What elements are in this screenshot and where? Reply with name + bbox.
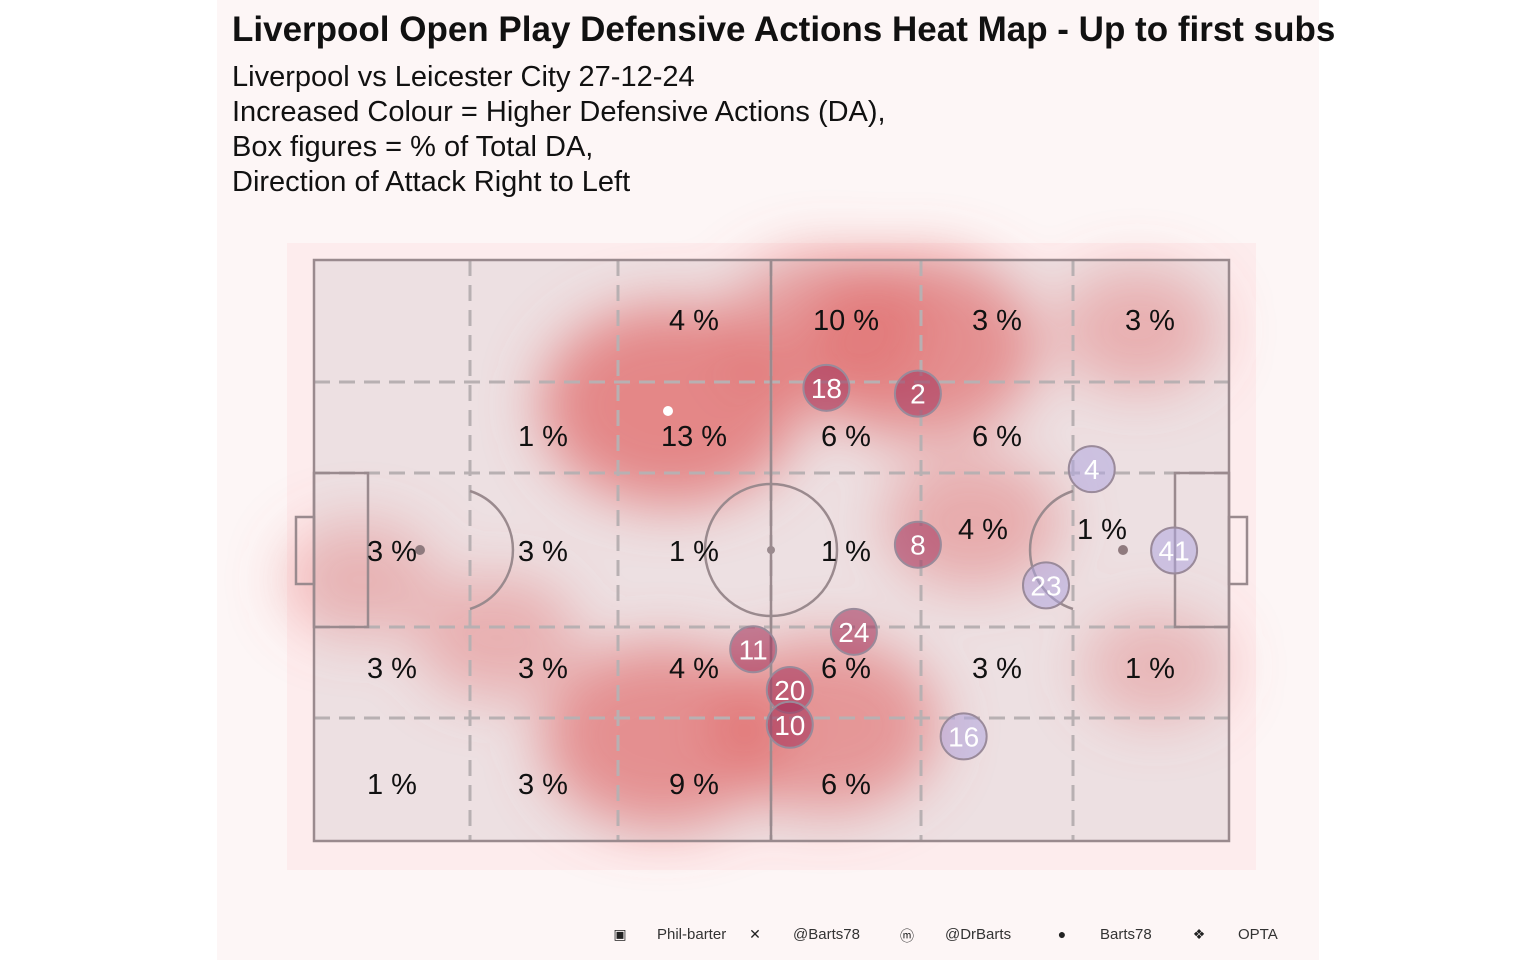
zone-percent-label: 3 % — [367, 536, 417, 568]
zone-percent-label: 6 % — [972, 421, 1022, 453]
zone-percent-label: 4 % — [669, 305, 719, 337]
zone-percent-label: 13 % — [661, 421, 727, 453]
right-penalty-spot — [1118, 545, 1128, 555]
density-blob — [542, 644, 782, 829]
centre-circle — [703, 482, 839, 618]
zone-percent-label: 1 % — [821, 536, 871, 568]
zone-percent-label: 6 % — [821, 769, 871, 801]
subtitle-line: Liverpool vs Leicester City 27-12-24 — [232, 61, 695, 93]
zone-percent-label: 3 % — [518, 769, 568, 801]
github-icon: ● — [1057, 926, 1067, 942]
dropbox-icon: ❖ — [1192, 926, 1206, 942]
zone-percent-label: 6 % — [821, 653, 871, 685]
player-marker — [1067, 445, 1116, 494]
player-marker — [802, 363, 851, 412]
zone-percent-label: 3 % — [972, 653, 1022, 685]
liverpool-player: 10 — [765, 700, 814, 749]
right-goal — [1227, 515, 1249, 586]
player-marker — [1022, 561, 1070, 610]
player-number: 20 — [774, 675, 805, 706]
opponent-player: 4 — [1067, 445, 1116, 494]
density-peak-marker — [663, 406, 673, 416]
pitch-markings — [294, 258, 1249, 843]
zone-percent-label: 9 % — [669, 769, 719, 801]
density-blob — [282, 520, 438, 639]
zone-percent-label: 3 % — [972, 305, 1022, 337]
subtitle-line: Direction of Attack Right to Left — [232, 166, 631, 198]
zone-percent-label: 1 % — [1125, 653, 1175, 685]
player-marker — [893, 520, 942, 569]
player-marker — [729, 625, 778, 674]
zone-percent-label: 10 % — [813, 305, 879, 337]
player-number: 41 — [1159, 536, 1190, 567]
liverpool-player: 20 — [765, 665, 814, 714]
zone-percent-label: 3 % — [518, 653, 568, 685]
player-marker — [893, 369, 942, 418]
left-penalty-arc — [469, 489, 515, 611]
mastodon-icon: ⓜ — [900, 928, 914, 944]
zone-percent-label: 6 % — [821, 421, 871, 453]
liverpool-player: 24 — [829, 607, 878, 656]
left-goal — [294, 515, 316, 586]
liverpool-player: 2 — [893, 369, 942, 418]
zone-percent-label: 1 % — [518, 421, 568, 453]
player-number: 11 — [739, 634, 768, 665]
footer-linkedin: Phil-barter — [657, 926, 727, 943]
player-number: 24 — [838, 617, 869, 648]
zone-percent-label: 1 % — [1077, 514, 1127, 546]
linkedin-icon: ▣ — [613, 926, 627, 942]
subtitle-line: Box figures = % of Total DA, — [232, 131, 594, 163]
liverpool-player: 8 — [893, 520, 942, 569]
player-number: 23 — [1030, 570, 1061, 601]
opponent-player: 16 — [939, 712, 988, 761]
player-number: 16 — [948, 721, 979, 752]
player-number: 4 — [1084, 454, 1100, 485]
player-marker — [765, 700, 814, 749]
player-number: 18 — [811, 373, 842, 404]
liverpool-player: 11 — [729, 625, 778, 674]
zone-percent-label: 4 % — [958, 514, 1008, 546]
chart-title: Liverpool Open Play Defensive Actions He… — [232, 10, 1336, 49]
zone-percent-label: 3 % — [518, 536, 568, 568]
zone-percent-label: 3 % — [367, 653, 417, 685]
opponent-player: 23 — [1022, 561, 1070, 610]
density-layer — [282, 251, 1230, 829]
liverpool-player: 18 — [802, 363, 851, 412]
x-twitter-icon: ✕ — [749, 926, 761, 942]
left-penalty-spot — [415, 545, 425, 555]
zone-percent-label: 3 % — [1125, 305, 1175, 337]
footer-github: Barts78 — [1100, 926, 1152, 943]
zone-percent-label: 1 % — [669, 536, 719, 568]
density-blob — [724, 251, 929, 408]
player-number: 10 — [774, 710, 805, 741]
player-marker — [829, 607, 878, 656]
opponent-player: 41 — [1150, 526, 1199, 575]
zone-percent-label: 4 % — [669, 653, 719, 685]
density-blob — [1056, 268, 1219, 392]
footer-x: @Barts78 — [793, 926, 860, 943]
zone-percent-label: 1 % — [367, 769, 417, 801]
player-marker — [939, 712, 988, 761]
density-blob — [416, 576, 578, 700]
footer-source: OPTA — [1238, 926, 1278, 943]
centre-spot — [767, 546, 775, 554]
player-number: 8 — [910, 530, 926, 561]
density-blob — [1081, 610, 1230, 723]
footer-mastodon: @DrBarts — [945, 926, 1012, 943]
subtitle-line: Increased Colour = Higher Defensive Acti… — [232, 96, 886, 128]
player-number: 2 — [910, 379, 926, 410]
player-marker — [1150, 526, 1199, 575]
